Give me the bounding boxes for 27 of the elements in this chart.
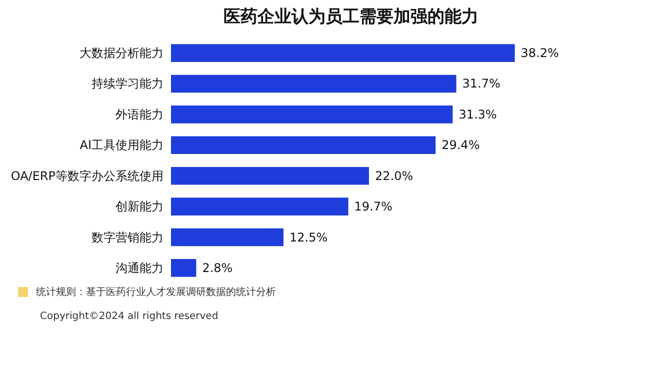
y-tick-label: 创新能力 [116,200,164,214]
y-tick-label: 数字营销能力 [92,230,164,244]
data-label: 31.7% [462,76,500,91]
y-tick-label: 沟通能力 [116,260,164,275]
y-tick-label: 大数据分析能力 [80,46,164,60]
data-label: 2.8% [202,260,233,275]
text: 统计规则：基于医药行业人才发展调研数据的统计分析 [36,286,276,299]
data-label: 22.0% [375,168,414,183]
data-label: 12.5% [290,230,328,244]
data-label: 29.4% [442,138,480,152]
bar [171,259,196,277]
bar [171,74,456,93]
y-tick-label: AI工具使用能力 [80,138,164,152]
bar [171,166,369,185]
text: Copyright©2024 all rights reserved [40,311,220,322]
data-label: 31.3% [458,107,497,122]
bar [171,136,436,154]
bar [171,106,453,124]
y-tick-label: 持续学习能力 [92,76,164,91]
data-label: 38.2% [520,46,559,60]
bar [171,198,348,216]
y-tick-label: OA/ERP等数字办公系统使用 [10,168,164,183]
chart-title: 医药企业认为员工需要加强的能力 [224,7,478,27]
data-label: 19.7% [354,200,392,214]
y-tick-label: 外语能力 [116,107,164,122]
bar [171,44,515,62]
bar [171,228,284,246]
